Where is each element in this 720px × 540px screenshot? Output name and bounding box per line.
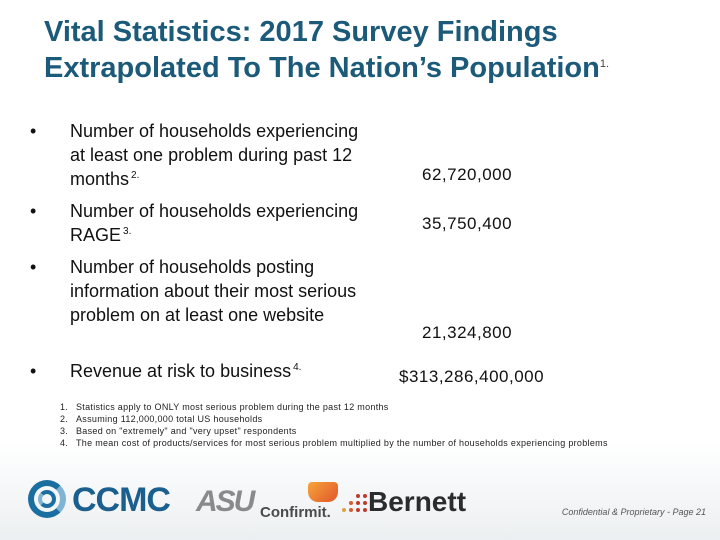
- ccmc-ring-icon: [28, 480, 66, 518]
- bullet-text: Revenue at risk to business: [70, 361, 292, 381]
- bullet-text: Number of households experiencing at lea…: [70, 121, 359, 189]
- footnote-4: 4. The mean cost of products/services for…: [60, 438, 608, 448]
- ccmc-logo: CCMC: [28, 480, 208, 524]
- confirmit-logo: Confirmit.: [260, 504, 331, 521]
- title-line-2: Extrapolated To The Nation’s Population1…: [44, 50, 684, 92]
- bullet-dot: •: [30, 361, 37, 381]
- ccmc-logo-text: CCMC: [72, 481, 171, 519]
- bullet-note: 2.: [131, 170, 140, 181]
- bullet-households-rage: • Number of households experiencing RAGE…: [30, 199, 370, 251]
- confirmit-mark-icon: [308, 482, 338, 502]
- value-households-problem: 62,720,000: [422, 165, 513, 184]
- bullet-text: Number of households posting information…: [70, 257, 357, 325]
- bernett-dots-icon: [342, 492, 372, 516]
- title-line-2-text: Extrapolated To The Nation’s Population: [44, 52, 600, 84]
- footer-confidential: Confidential & Proprietary - Page 21: [561, 507, 706, 517]
- title-footnote-marker: 1.: [599, 58, 610, 70]
- footnotes: 1. Statistics apply to ONLY most serious …: [60, 401, 680, 449]
- value-households-rage: 35,750,400: [422, 214, 513, 233]
- ccmc-inner-ring-icon: [38, 490, 56, 508]
- bullet-note: 3.: [123, 226, 132, 237]
- footnote-1: 1. Statistics apply to ONLY most serious …: [60, 402, 389, 412]
- footnote-2: 2. Assuming 112,000,000 total US househol…: [60, 414, 263, 424]
- bullet-households-problem: • Number of households experiencing at l…: [30, 119, 370, 195]
- bullet-revenue-at-risk: • Revenue at risk to business 4.: [30, 359, 370, 387]
- value-households-posting: 21,324,800: [422, 323, 513, 342]
- value-revenue-at-risk: $313,286,400,000: [399, 367, 545, 386]
- footnote-3: 3. Based on "extremely" and "very upset" …: [60, 426, 297, 436]
- bullet-text: Number of households experiencing RAGE: [70, 201, 359, 245]
- slide-title: Vital Statistics: 2017 Survey Findings E…: [44, 14, 684, 92]
- bullet-dot: •: [30, 121, 37, 141]
- bullet-households-posting: • Number of households posting informati…: [30, 255, 370, 327]
- bullet-dot: •: [30, 201, 37, 221]
- bullet-dot: •: [30, 257, 37, 277]
- partner-logos: CCMC ASU Confirmit. Bernett: [24, 476, 494, 526]
- bernett-logo: Bernett: [368, 486, 467, 517]
- asu-logo: ASU: [196, 485, 255, 518]
- title-line-1: Vital Statistics: 2017 Survey Findings: [44, 16, 558, 48]
- bullet-note: 4.: [293, 362, 302, 373]
